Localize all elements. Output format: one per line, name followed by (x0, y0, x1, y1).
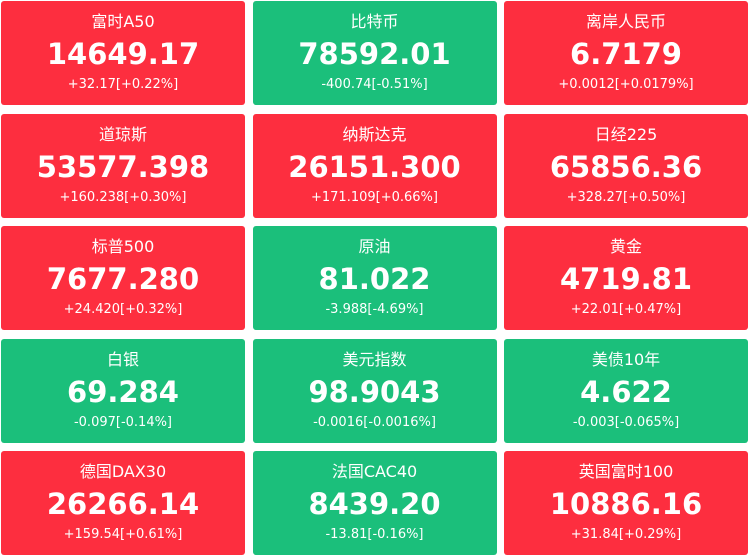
quote-price: 6.7179 (570, 37, 682, 71)
quote-price: 14649.17 (46, 37, 200, 71)
quote-price: 69.284 (67, 374, 179, 409)
quote-price: 53577.398 (36, 149, 210, 184)
quote-name: 白银 (106, 349, 139, 369)
quote-price: 4719.81 (559, 262, 693, 296)
quote-change: +0.0012[+0.0179%] (558, 77, 694, 92)
quote-name: 比特币 (350, 12, 399, 31)
quote-tile[interactable]: 原油 81.022 -3.988[-4.69%] (252, 226, 497, 330)
quote-tile[interactable]: 离岸人民币 6.7179 +0.0012[+0.0179%] (504, 1, 748, 105)
quote-name: 法国CAC40 (331, 462, 418, 481)
quote-change: +159.54[+0.61%] (63, 527, 183, 542)
quote-tile[interactable]: 英国富时100 10886.16 +31.84[+0.29%] (504, 451, 748, 555)
quote-change: -13.81[-0.16%] (325, 527, 424, 542)
quote-name: 富时A50 (91, 12, 155, 31)
quote-price: 7677.280 (46, 262, 200, 296)
quote-change: -3.988[-4.69%] (325, 302, 424, 317)
quote-tile[interactable]: 黄金 4719.81 +22.01[+0.47%] (504, 226, 748, 330)
quote-price: 65856.36 (549, 149, 703, 184)
quote-price: 4.622 (580, 374, 672, 409)
quote-price: 26151.300 (288, 149, 461, 184)
quote-name: 德国DAX30 (79, 462, 167, 481)
quote-change: +31.84[+0.29%] (570, 527, 682, 542)
quote-price: 78592.01 (298, 37, 451, 71)
quote-tile[interactable]: 纳斯达克 26151.300 +171.109[+0.66%] (252, 113, 497, 218)
quote-tile[interactable]: 标普500 7677.280 +24.420[+0.32%] (1, 226, 245, 330)
quote-price: 26266.14 (46, 487, 200, 521)
quote-name: 标普500 (91, 237, 155, 256)
quote-tile[interactable]: 德国DAX30 26266.14 +159.54[+0.61%] (1, 451, 245, 555)
quote-name: 原油 (358, 237, 391, 256)
quote-price: 81.022 (318, 262, 431, 296)
quote-name: 美元指数 (342, 349, 407, 369)
quote-tile[interactable]: 富时A50 14649.17 +32.17[+0.22%] (1, 1, 245, 105)
quote-change: +160.238[+0.30%] (59, 189, 187, 205)
quote-tile[interactable]: 美债10年 4.622 -0.003[-0.065%] (504, 338, 748, 443)
quote-price: 8439.20 (308, 487, 441, 521)
quote-tile[interactable]: 比特币 78592.01 -400.74[-0.51%] (252, 1, 497, 105)
quote-name: 纳斯达克 (342, 124, 407, 144)
quote-change: +171.109[+0.66%] (311, 189, 438, 205)
quote-change: -0.097[-0.14%] (73, 414, 173, 430)
quote-name: 英国富时100 (578, 462, 674, 481)
quote-tile[interactable]: 道琼斯 53577.398 +160.238[+0.30%] (1, 113, 245, 218)
quote-change: +22.01[+0.47%] (570, 302, 682, 317)
quote-change: +32.17[+0.22%] (67, 77, 179, 92)
quote-change: -0.003[-0.065%] (572, 414, 680, 430)
quote-change: +328.27[+0.50%] (566, 189, 686, 205)
quote-tile[interactable]: 白银 69.284 -0.097[-0.14%] (1, 338, 245, 443)
quote-change: -0.0016[-0.0016%] (313, 414, 436, 430)
quote-name: 日经225 (594, 124, 658, 144)
quote-price: 10886.16 (549, 487, 703, 521)
quote-name: 黄金 (609, 237, 642, 256)
quote-name: 离岸人民币 (585, 12, 666, 31)
quote-tile[interactable]: 美元指数 98.9043 -0.0016[-0.0016%] (252, 338, 497, 443)
quote-tile[interactable]: 法国CAC40 8439.20 -13.81[-0.16%] (252, 451, 497, 555)
quote-change: -400.74[-0.51%] (321, 77, 428, 92)
quote-price: 98.9043 (308, 374, 441, 409)
quote-change: +24.420[+0.32%] (63, 302, 183, 317)
quote-name: 美债10年 (591, 349, 661, 369)
quote-name: 道琼斯 (98, 124, 147, 144)
quote-tile[interactable]: 日经225 65856.36 +328.27[+0.50%] (504, 113, 748, 218)
